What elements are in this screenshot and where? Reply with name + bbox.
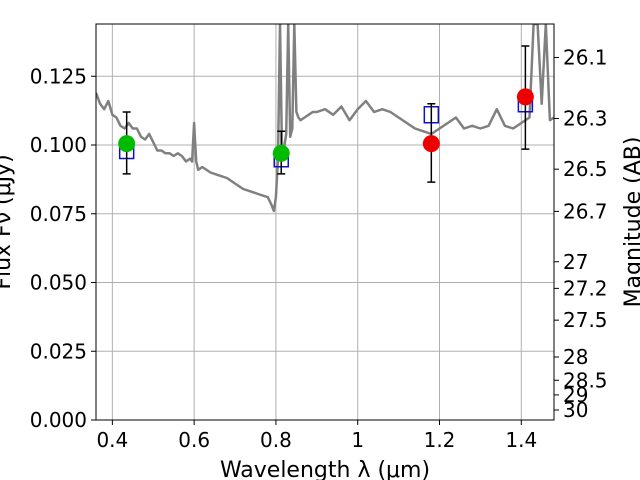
x-tick-label: 1.4 [505, 428, 537, 452]
plot-frame [95, 23, 555, 421]
y-tick-label: 0.050 [30, 271, 87, 295]
plot-area [96, 24, 554, 213]
x-tick-label: 1.2 [424, 428, 456, 452]
x-axis-label: Wavelength λ (μm) [220, 458, 430, 480]
grid-lines [96, 24, 554, 421]
model-spectrum-line [96, 24, 554, 213]
y-tick-label: 0.125 [30, 64, 87, 88]
y-axis-label: Flux Fν (μJy) [0, 154, 16, 289]
right-tick-label: 26.7 [563, 199, 608, 223]
right-axis-label: Magnitude (AB) [621, 137, 640, 308]
observed-point [118, 135, 136, 153]
y-tick-label: 0.025 [30, 339, 87, 363]
right-tick-label: 27.2 [563, 276, 608, 300]
x-tick-label: 0.8 [260, 428, 292, 452]
right-tick-label: 27 [563, 250, 588, 274]
axis-ticks: 0.4 0.6 0.8 1 1.2 1.4 0.000 0.025 0.050 0.075 0.10… [30, 45, 608, 452]
right-tick-label: 27.5 [563, 308, 608, 332]
right-tick-label: 28 [563, 345, 588, 369]
x-tick-label: 1 [351, 428, 364, 452]
observed-point [422, 135, 440, 153]
right-tick-label: 29 [563, 383, 588, 407]
observed-point [272, 144, 290, 162]
right-tick-label: 30 [563, 398, 588, 422]
right-tick-label: 28.5 [563, 368, 608, 392]
right-tick-label: 26.5 [563, 157, 608, 181]
x-tick-label: 0.6 [178, 428, 210, 452]
y-tick-label: 0.100 [30, 133, 87, 157]
x-tick-label: 0.4 [96, 428, 128, 452]
y-tick-label: 0.000 [30, 408, 87, 432]
right-tick-label: 26.1 [563, 45, 608, 69]
right-tick-label: 26.3 [563, 106, 608, 130]
observed-point [516, 88, 534, 106]
y-tick-label: 0.075 [30, 202, 87, 226]
